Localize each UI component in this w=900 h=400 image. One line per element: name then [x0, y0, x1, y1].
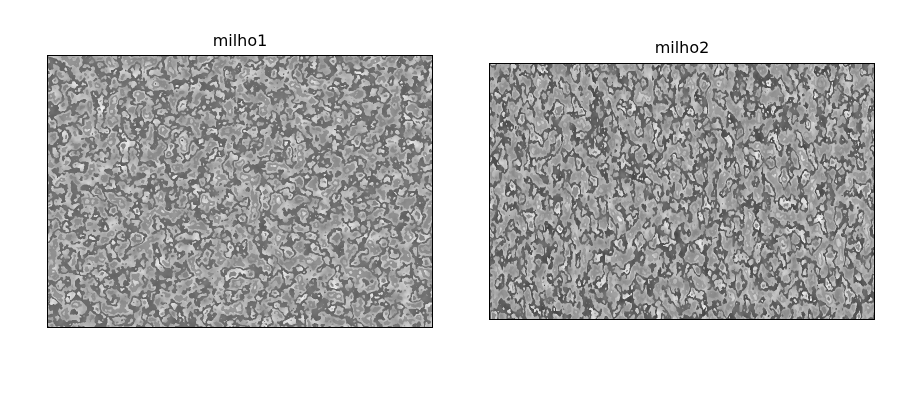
image-panel-milho1: [47, 55, 433, 328]
corn-texture-image-2: [490, 64, 874, 319]
panel-title-milho2: milho2: [654, 38, 710, 57]
panel-title-milho1: milho1: [212, 31, 268, 50]
image-panel-milho2: [489, 63, 875, 320]
corn-texture-image-1: [48, 56, 432, 327]
